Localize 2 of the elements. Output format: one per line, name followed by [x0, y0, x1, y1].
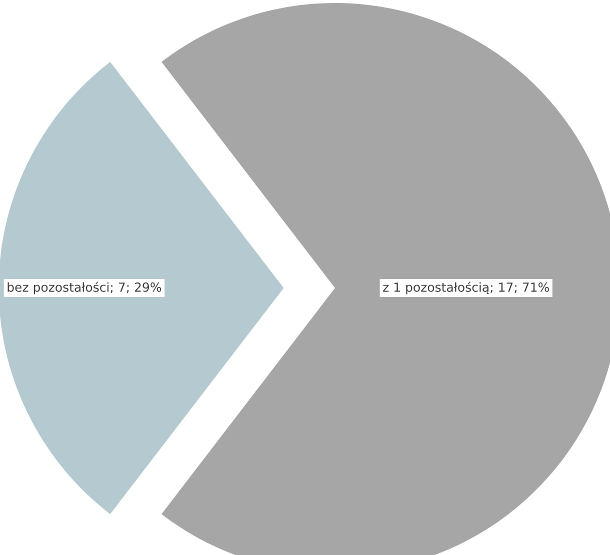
slice-label: z 1 pozostałością; 17; 71%	[383, 282, 549, 294]
slice-label: bez pozostałości; 7; 29%	[8, 282, 162, 294]
